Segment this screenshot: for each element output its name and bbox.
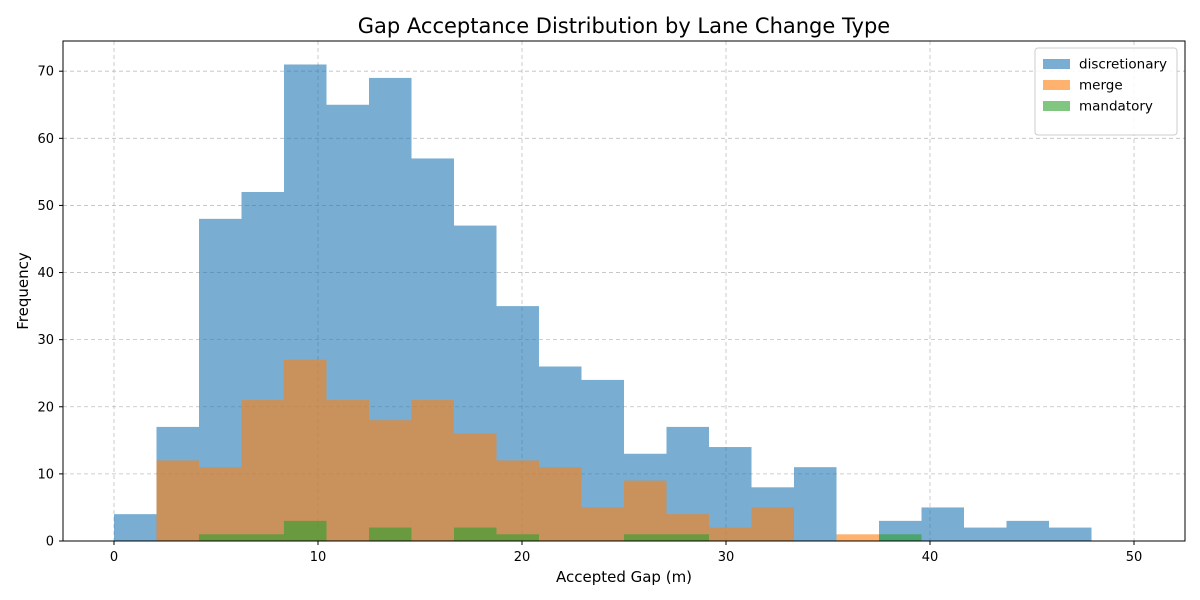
bar-mandatory (283, 520, 327, 541)
bar-mandatory (666, 534, 710, 541)
legend-label: mandatory (1079, 99, 1153, 115)
y-tick-label: 10 (37, 467, 54, 482)
legend-label: discretionary (1079, 57, 1167, 73)
y-tick-label: 50 (37, 199, 54, 214)
bar-merge (411, 400, 455, 541)
y-tick-label: 30 (37, 333, 54, 348)
x-tick-label: 10 (310, 550, 327, 565)
bar-discretionary (793, 467, 837, 541)
y-tick-label: 60 (37, 132, 54, 147)
bar-merge (709, 527, 752, 541)
legend-label: merge (1079, 78, 1123, 94)
legend-swatch (1043, 59, 1070, 69)
bar-merge (538, 467, 582, 541)
bar-merge (496, 460, 539, 541)
x-tick-label: 20 (514, 550, 531, 565)
bar-merge (454, 433, 497, 541)
x-tick-label: 30 (718, 550, 735, 565)
bar-discretionary (921, 507, 965, 541)
bar-mandatory (879, 534, 922, 541)
bar-discretionary (964, 527, 1007, 541)
bar-merge (199, 467, 242, 541)
x-tick-label: 0 (110, 550, 118, 565)
x-tick-label: 40 (922, 550, 939, 565)
y-tick-label: 20 (37, 400, 54, 415)
bar-merge (624, 480, 667, 541)
bar-discretionary (709, 447, 752, 541)
chart-title: Gap Acceptance Distribution by Lane Chan… (358, 14, 890, 38)
bar-mandatory (624, 534, 667, 541)
legend: discretionary merge mandatory (1034, 47, 1178, 136)
series-mandatory (199, 520, 922, 541)
x-axis-label: Accepted Gap (m) (556, 568, 692, 586)
y-axis-label: Frequency (14, 252, 32, 330)
y-tick-label: 40 (37, 266, 54, 281)
axis-ticks: 0 10 20 30 40 50 0 10 20 30 40 50 60 70 (37, 65, 1142, 565)
y-tick-label: 0 (46, 535, 54, 550)
legend-box (1034, 47, 1178, 136)
bar-merge (836, 534, 879, 541)
legend-swatch (1043, 101, 1070, 111)
bar-discretionary (1048, 527, 1092, 541)
plot-frame (62, 40, 1186, 542)
bar-merge (156, 460, 200, 541)
x-tick-label: 50 (1126, 550, 1143, 565)
series-discretionary (114, 64, 1092, 542)
bars (114, 64, 1092, 542)
bar-merge (283, 359, 327, 541)
bar-mandatory (241, 534, 284, 541)
bar-discretionary (1006, 520, 1049, 541)
series-merge (156, 359, 879, 541)
legend-swatch (1043, 80, 1070, 90)
bar-discretionary (114, 514, 157, 541)
bar-mandatory (496, 534, 539, 541)
y-tick-label: 70 (37, 65, 54, 80)
bar-merge (369, 420, 412, 541)
bar-merge (326, 400, 369, 541)
bar-mandatory (369, 527, 412, 541)
bar-mandatory (454, 527, 497, 541)
bar-merge (241, 400, 284, 541)
bar-merge (751, 507, 794, 541)
bar-mandatory (199, 534, 242, 541)
bar-merge (581, 507, 624, 541)
